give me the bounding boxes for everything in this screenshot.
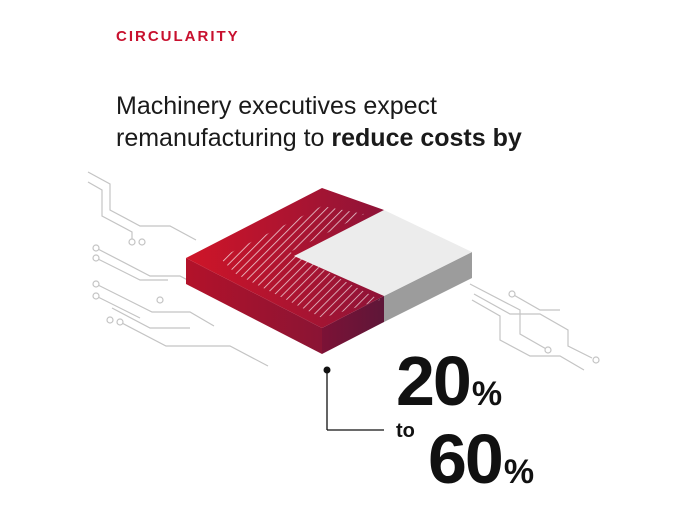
- chip-side-gray: [384, 252, 472, 322]
- headline-regular: Machinery executives expect remanufactur…: [116, 92, 437, 152]
- headline: Machinery executives expect remanufactur…: [116, 90, 616, 154]
- headline-bold: reduce costs by: [331, 124, 522, 152]
- chip-top-gray: [294, 210, 472, 296]
- callout-line: [326, 370, 384, 431]
- stat-low: 20%: [396, 346, 502, 416]
- stat-high-value: 60: [428, 420, 504, 498]
- stat-high-unit: %: [503, 453, 535, 491]
- chip-side-red-right: [322, 296, 384, 354]
- circuit-nodes-left: [92, 238, 164, 326]
- stat-low-unit: %: [471, 375, 503, 413]
- stat-low-value: 20: [396, 342, 472, 420]
- circuit-nodes-right: [508, 290, 600, 364]
- stat-high: 60%: [428, 424, 534, 494]
- category-label: CIRCULARITY: [116, 28, 240, 45]
- stat-connector: to: [396, 420, 415, 442]
- chip-top-stripes: [220, 206, 380, 318]
- chip-side-left: [186, 258, 322, 354]
- circuit-traces-right: [469, 283, 593, 371]
- callout-dot: [323, 366, 331, 374]
